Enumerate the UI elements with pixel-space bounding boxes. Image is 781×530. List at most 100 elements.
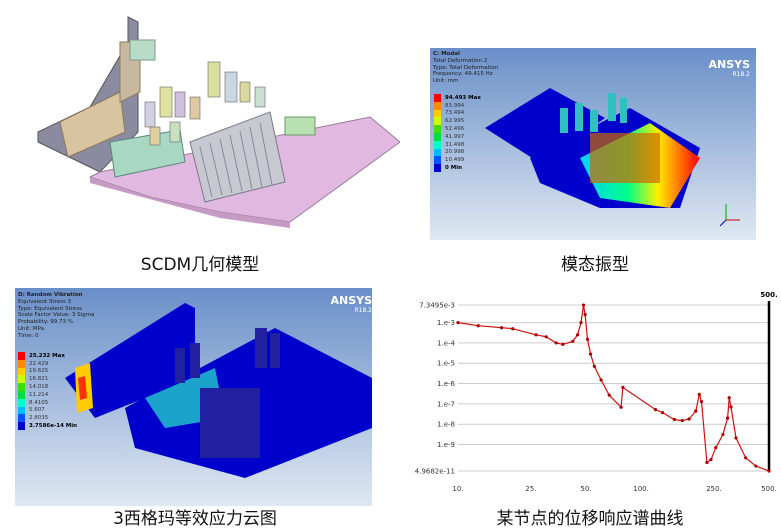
legend-swatch (434, 101, 441, 110)
legend-value: 11.214 (29, 391, 49, 398)
data-point (607, 393, 611, 397)
data-point (621, 385, 625, 389)
x-tick-label: 25. (525, 485, 536, 493)
legend-swatch (434, 132, 441, 141)
legend-row: 73.494 (434, 109, 481, 118)
legend-swatch (434, 109, 441, 118)
data-point (672, 417, 676, 422)
y-tick-label: 7.3495e-3 (419, 302, 455, 310)
legend-swatch (434, 125, 441, 133)
data-point (754, 464, 758, 468)
random-vibration-image: D: Random Vibration Equivalent Stress 3 … (15, 288, 372, 506)
x-tick-label: 50. (580, 485, 591, 493)
modal-legend: 94.493 Max 83.994 73.494 62.995 52.496 41.997… (434, 94, 481, 172)
legend-value: 22.429 (29, 360, 49, 367)
x-tick-label: 10. (452, 485, 463, 493)
legend-row: 2.8035 (18, 414, 77, 423)
data-point (544, 335, 548, 339)
caption-random: 3西格玛等效应力云图 (113, 509, 277, 529)
random-board-render (65, 303, 372, 478)
legend-swatch (434, 164, 441, 172)
data-point (725, 416, 730, 420)
data-point (583, 312, 587, 317)
legend-row: 52.496 (434, 125, 481, 133)
legend-row: 94.493 Max (434, 94, 481, 102)
legend-row: 16.821 (18, 375, 77, 384)
legend-row: 14.018 (18, 383, 77, 391)
legend-value: 0 Min (445, 165, 463, 172)
data-point (660, 411, 665, 415)
response-spectrum-chart: 7.3495e-3 1.e-3 1.e-4 1.e-5 1.e-6 1.e-7 1.e-8 1… (410, 285, 781, 500)
x-tick-label: 250. (706, 485, 722, 493)
data-point (585, 337, 590, 341)
data-point (619, 405, 623, 409)
legend-row: 31.498 (434, 140, 481, 149)
legend-value: 41.997 (445, 133, 465, 140)
legend-row: 0 Min (434, 164, 481, 172)
legend-value: 31.498 (445, 141, 465, 148)
y-tick-label: 1.e-4 (437, 339, 456, 347)
data-point (694, 409, 698, 413)
random-info-title: D: Random Vibration (18, 292, 83, 298)
modal-result-image: C: Modal Total Deformation 2 Type: Total… (430, 48, 756, 240)
legend-value: 20.998 (445, 149, 465, 156)
caption-modal: 模态振型 (561, 255, 629, 275)
legend-swatch (18, 359, 25, 368)
ansys-logo-text: ANSYS (708, 58, 750, 71)
modal-board-render (485, 88, 700, 208)
data-point (588, 352, 593, 356)
legend-row: 19.625 (18, 367, 77, 376)
caption-cad: SCDM几何模型 (140, 255, 260, 275)
data-point (561, 342, 565, 346)
random-info-line: Probability: 99.73 % (18, 319, 73, 326)
data-point (705, 460, 709, 465)
data-point (734, 436, 738, 440)
legend-value: 16.821 (29, 376, 49, 383)
legend-value: 8.4105 (29, 399, 49, 406)
y-tick-label: 1.e-3 (437, 319, 455, 327)
random-info-line: Unit: MPa (18, 325, 44, 332)
data-point (592, 364, 596, 368)
cad-model-image (30, 12, 401, 240)
ansys-logo: ANSYS R18.2 (708, 58, 750, 80)
legend-value: 19.625 (29, 368, 49, 375)
legend-swatch (434, 156, 441, 165)
data-point (680, 419, 684, 423)
legend-row: 10.499 (434, 156, 481, 165)
data-point (729, 405, 733, 409)
caption-spectrum: 某节点的位移响应谱曲线 (496, 509, 684, 529)
data-point (721, 432, 725, 437)
modal-info-line: Unit: mm (433, 78, 459, 85)
modal-info-line: Frequency: 49.415 Hz (433, 71, 493, 78)
random-info-line: Scale Factor Value: 3 Sigma (18, 312, 95, 319)
data-point (456, 321, 460, 325)
pcb-cad-render (37, 16, 401, 228)
data-point (476, 324, 480, 328)
legend-swatch (18, 352, 25, 360)
legend-row: 25.232 Max (18, 352, 77, 360)
legend-value: 52.496 (445, 126, 465, 133)
data-point (714, 446, 718, 450)
legend-swatch (18, 390, 25, 399)
random-legend: 25.232 Max 22.429 19.625 16.821 14.018 11.214… (18, 352, 77, 430)
legend-row: 3.7586e-14 Min (18, 422, 77, 430)
random-info-line: Equivalent Stress 3 (18, 298, 72, 305)
legend-value: 94.493 Max (445, 94, 481, 101)
legend-swatch (434, 148, 441, 157)
data-point (709, 458, 713, 462)
data-point (727, 396, 731, 400)
y-tick-label: 1.e-5 (437, 360, 455, 368)
ansys-version: R18.2 (732, 71, 750, 78)
x-tick-label: 500. (761, 485, 777, 493)
legend-value: 62.995 (445, 118, 465, 125)
data-point (699, 399, 704, 404)
data-point (653, 408, 658, 412)
legend-swatch (18, 406, 25, 415)
legend-value: 25.232 Max (29, 352, 65, 359)
legend-row: 83.994 (434, 101, 481, 110)
y-tick-label: 1.e-7 (437, 400, 455, 408)
legend-swatch (18, 367, 25, 376)
data-point (767, 469, 771, 473)
modal-info-title: C: Modal (433, 51, 460, 57)
ansys-version: R18.2 (354, 307, 372, 314)
